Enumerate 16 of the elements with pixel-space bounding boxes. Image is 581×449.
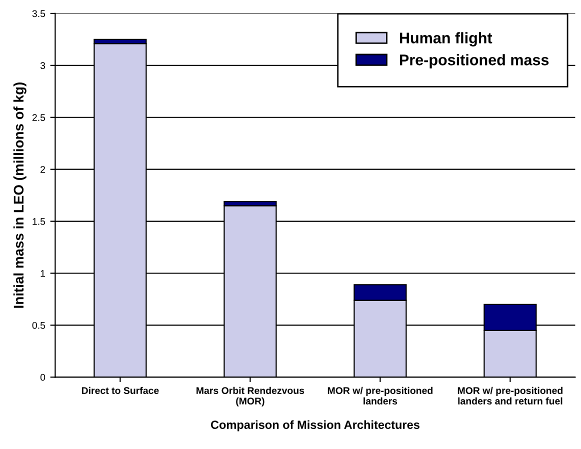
y-axis-title: Initial mass in LEO (millions of kg) bbox=[13, 82, 26, 308]
y-tick-label: 0 bbox=[40, 374, 46, 381]
y-tick-label: 0.5 bbox=[32, 322, 46, 329]
y-tick-label: 1 bbox=[40, 270, 45, 277]
legend-label: Human flight bbox=[400, 32, 492, 46]
legend-label: Pre-positioned mass bbox=[400, 54, 549, 68]
y-tick-label: 3.5 bbox=[32, 10, 46, 18]
y-tick-label: 2 bbox=[40, 166, 45, 173]
x-tick-label: Direct to Surface bbox=[82, 386, 159, 394]
y-tick-label: 1.5 bbox=[32, 218, 46, 225]
y-tick-label: 2.5 bbox=[32, 114, 46, 121]
y-tick-label: 3 bbox=[40, 62, 46, 70]
x-tick-label: MOR w/ pre-positioned landers bbox=[328, 386, 432, 404]
x-axis-title: Comparison of Mission Architectures bbox=[210, 420, 420, 432]
x-tick-label: MOR w/ pre-positioned landers and return fuel bbox=[458, 386, 562, 404]
x-tick-label: Mars Orbit Rendezvous (MOR) bbox=[196, 386, 304, 406]
